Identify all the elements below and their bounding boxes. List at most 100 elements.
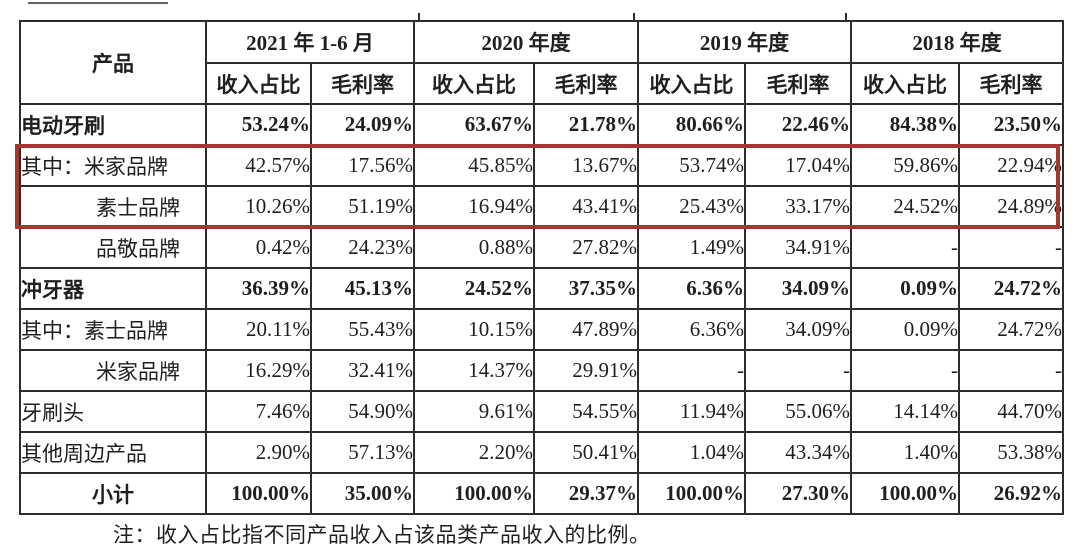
revenue-share-cell: 24.52% bbox=[850, 185, 960, 228]
table-row: 其他周边产品 2.90% 57.13% 2.20% 50.41% 1.04% 43.34% 1… bbox=[19, 431, 1064, 474]
gross-margin-cell: 24.09% bbox=[310, 103, 415, 146]
revenue-share-cell: 100.00% bbox=[850, 472, 960, 515]
gross-margin-cell: 17.56% bbox=[310, 144, 415, 187]
revenue-share-cell: - bbox=[850, 349, 960, 392]
cropped-row-border-artifact bbox=[28, 2, 168, 4]
subheader-gross-margin: 毛利率 bbox=[958, 62, 1064, 105]
product-label: 其中：素士品牌 bbox=[19, 308, 207, 351]
revenue-share-cell: 24.52% bbox=[413, 267, 535, 310]
table-row: 米家品牌 16.29% 32.41% 14.37% 29.91% - - - - bbox=[19, 349, 1064, 392]
revenue-share-cell: - bbox=[850, 226, 960, 269]
product-label: 冲牙器 bbox=[19, 267, 207, 310]
gross-margin-cell: 57.13% bbox=[310, 431, 415, 474]
gross-margin-cell: 24.23% bbox=[310, 226, 415, 269]
revenue-share-cell: 45.85% bbox=[413, 144, 535, 187]
revenue-share-cell: 1.04% bbox=[637, 431, 746, 474]
revenue-share-cell: 20.11% bbox=[205, 308, 312, 351]
revenue-share-cell: 2.20% bbox=[413, 431, 535, 474]
revenue-share-cell: 0.09% bbox=[850, 308, 960, 351]
cropped-column-divider-artifact bbox=[418, 13, 420, 21]
subheader-revenue-share: 收入占比 bbox=[413, 62, 535, 105]
revenue-share-cell: 9.61% bbox=[413, 390, 535, 433]
table-row: 牙刷头 7.46% 54.90% 9.61% 54.55% 11.94% 55.06% 14.… bbox=[19, 390, 1064, 433]
product-label: 牙刷头 bbox=[19, 390, 207, 433]
gross-margin-cell: 54.55% bbox=[533, 390, 639, 433]
gross-margin-cell: 13.67% bbox=[533, 144, 639, 187]
product-label: 素士品牌 bbox=[19, 185, 207, 228]
table-row: 冲牙器 36.39% 45.13% 24.52% 37.35% 6.36% 34.09% 0.… bbox=[19, 267, 1064, 310]
gross-margin-cell: 35.00% bbox=[310, 472, 415, 515]
table-body: 电动牙刷 53.24% 24.09% 63.67% 21.78% 80.66% 22.46%… bbox=[19, 103, 1064, 515]
period-header-2018: 2018 年度 bbox=[850, 20, 1064, 64]
revenue-share-cell: 1.49% bbox=[637, 226, 746, 269]
product-label: 小计 bbox=[19, 472, 207, 515]
revenue-share-cell: 0.09% bbox=[850, 267, 960, 310]
revenue-share-cell: 14.37% bbox=[413, 349, 535, 392]
revenue-share-cell: 11.94% bbox=[637, 390, 746, 433]
revenue-share-cell: 25.43% bbox=[637, 185, 746, 228]
revenue-share-cell: 6.36% bbox=[637, 267, 746, 310]
subheader-gross-margin: 毛利率 bbox=[310, 62, 415, 105]
revenue-share-cell: 36.39% bbox=[205, 267, 312, 310]
gross-margin-cell: 24.89% bbox=[958, 185, 1064, 228]
revenue-share-cell: 59.86% bbox=[850, 144, 960, 187]
product-label: 其中：米家品牌 bbox=[19, 144, 207, 187]
gross-margin-cell: - bbox=[958, 226, 1064, 269]
revenue-share-cell: 0.88% bbox=[413, 226, 535, 269]
subheader-revenue-share: 收入占比 bbox=[205, 62, 312, 105]
gross-margin-cell: 29.91% bbox=[533, 349, 639, 392]
revenue-share-cell: 84.38% bbox=[850, 103, 960, 146]
gross-margin-cell: 26.92% bbox=[958, 472, 1064, 515]
gross-margin-cell: 55.43% bbox=[310, 308, 415, 351]
header-period-row: 产品 2021 年 1-6 月 2020 年度 2019 年度 2018 年度 bbox=[19, 20, 1064, 105]
gross-margin-cell: 34.09% bbox=[744, 267, 852, 310]
revenue-share-cell: 10.15% bbox=[413, 308, 535, 351]
gross-margin-cell: 43.41% bbox=[533, 185, 639, 228]
gross-margin-cell: 45.13% bbox=[310, 267, 415, 310]
revenue-share-cell: 16.29% bbox=[205, 349, 312, 392]
product-label: 品敬品牌 bbox=[19, 226, 207, 269]
revenue-share-cell: 2.90% bbox=[205, 431, 312, 474]
gross-margin-cell: 43.34% bbox=[744, 431, 852, 474]
gross-margin-cell: 27.82% bbox=[533, 226, 639, 269]
gross-margin-cell: 33.17% bbox=[744, 185, 852, 228]
gross-margin-cell: - bbox=[958, 349, 1064, 392]
revenue-share-cell: 10.26% bbox=[205, 185, 312, 228]
product-label: 米家品牌 bbox=[19, 349, 207, 392]
gross-margin-cell: - bbox=[744, 349, 852, 392]
gross-margin-cell: 32.41% bbox=[310, 349, 415, 392]
gross-margin-cell: 27.30% bbox=[744, 472, 852, 515]
gross-margin-cell: 55.06% bbox=[744, 390, 852, 433]
revenue-share-cell: 100.00% bbox=[205, 472, 312, 515]
subheader-revenue-share: 收入占比 bbox=[637, 62, 746, 105]
cropped-column-divider-artifact bbox=[845, 13, 847, 21]
subheader-gross-margin: 毛利率 bbox=[533, 62, 639, 105]
table-row: 品敬品牌 0.42% 24.23% 0.88% 27.82% 1.49% 34.91% - - bbox=[19, 226, 1064, 269]
product-column-header: 产品 bbox=[19, 20, 207, 105]
revenue-share-cell: 0.42% bbox=[205, 226, 312, 269]
period-header-2019: 2019 年度 bbox=[637, 20, 852, 64]
product-revenue-margin-table: 产品 2021 年 1-6 月 2020 年度 2019 年度 2018 年度 … bbox=[19, 20, 1064, 515]
revenue-share-cell: 1.40% bbox=[850, 431, 960, 474]
header-metric-row: 收入占比 毛利率 收入占比 毛利率 收入占比 毛利率 收入占比 毛利率 bbox=[20, 62, 1064, 105]
revenue-share-cell: 7.46% bbox=[205, 390, 312, 433]
revenue-share-cell: 63.67% bbox=[413, 103, 535, 146]
cropped-column-divider-artifact bbox=[633, 13, 635, 21]
subheader-revenue-share: 收入占比 bbox=[850, 62, 960, 105]
revenue-share-cell: - bbox=[637, 349, 746, 392]
revenue-share-cell: 53.24% bbox=[205, 103, 312, 146]
revenue-share-cell: 6.36% bbox=[637, 308, 746, 351]
gross-margin-cell: 23.50% bbox=[958, 103, 1064, 146]
revenue-share-cell: 100.00% bbox=[637, 472, 746, 515]
gross-margin-cell: 53.38% bbox=[958, 431, 1064, 474]
table-row: 其中：米家品牌 42.57% 17.56% 45.85% 13.67% 53.74% 17.… bbox=[19, 144, 1064, 187]
table-row: 小计 100.00% 35.00% 100.00% 29.37% 100.00% 27.30… bbox=[19, 472, 1064, 515]
gross-margin-cell: 44.70% bbox=[958, 390, 1064, 433]
gross-margin-cell: 47.89% bbox=[533, 308, 639, 351]
gross-margin-cell: 17.04% bbox=[744, 144, 852, 187]
revenue-share-cell: 16.94% bbox=[413, 185, 535, 228]
revenue-share-cell: 14.14% bbox=[850, 390, 960, 433]
gross-margin-cell: 22.46% bbox=[744, 103, 852, 146]
gross-margin-cell: 21.78% bbox=[533, 103, 639, 146]
